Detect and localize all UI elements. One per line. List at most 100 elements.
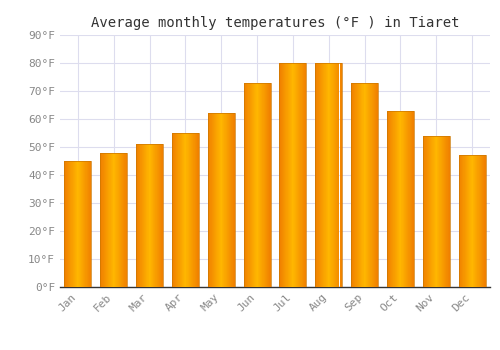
- Bar: [126, 153, 127, 287]
- Bar: [370, 83, 371, 287]
- Bar: [64, 161, 65, 287]
- Bar: [122, 153, 123, 287]
- Bar: [355, 83, 356, 287]
- Bar: [326, 63, 327, 287]
- Bar: [447, 136, 448, 287]
- Bar: [186, 133, 187, 287]
- Bar: [161, 144, 162, 287]
- Bar: [424, 136, 425, 287]
- Bar: [140, 144, 141, 287]
- Bar: [257, 83, 258, 287]
- Bar: [71, 161, 72, 287]
- Bar: [477, 155, 478, 287]
- Bar: [103, 153, 104, 287]
- Bar: [143, 144, 144, 287]
- Bar: [334, 63, 335, 287]
- Bar: [360, 83, 361, 287]
- Bar: [67, 161, 68, 287]
- Bar: [267, 83, 268, 287]
- Bar: [233, 113, 234, 287]
- Bar: [431, 136, 432, 287]
- Bar: [253, 83, 254, 287]
- Bar: [85, 161, 86, 287]
- Bar: [118, 153, 119, 287]
- Bar: [244, 83, 246, 287]
- Bar: [364, 83, 365, 287]
- Bar: [317, 63, 318, 287]
- Bar: [176, 133, 177, 287]
- Bar: [291, 63, 292, 287]
- Bar: [322, 63, 323, 287]
- Bar: [449, 136, 450, 287]
- Bar: [212, 113, 213, 287]
- Bar: [408, 111, 409, 287]
- Bar: [195, 133, 196, 287]
- Bar: [392, 111, 393, 287]
- Bar: [191, 133, 192, 287]
- Bar: [229, 113, 230, 287]
- Bar: [448, 136, 449, 287]
- Bar: [460, 155, 461, 287]
- Bar: [395, 111, 396, 287]
- Bar: [335, 63, 336, 287]
- Bar: [475, 155, 476, 287]
- Bar: [356, 83, 357, 287]
- Bar: [407, 111, 408, 287]
- Bar: [327, 63, 328, 287]
- Bar: [179, 133, 180, 287]
- Bar: [89, 161, 90, 287]
- Bar: [299, 63, 300, 287]
- Bar: [398, 111, 399, 287]
- Bar: [150, 144, 151, 287]
- Bar: [432, 136, 433, 287]
- Bar: [246, 83, 247, 287]
- Bar: [353, 83, 354, 287]
- Bar: [107, 153, 108, 287]
- Bar: [256, 83, 257, 287]
- Bar: [114, 153, 115, 287]
- Bar: [282, 63, 283, 287]
- Bar: [296, 63, 297, 287]
- Bar: [219, 113, 220, 287]
- Bar: [228, 113, 229, 287]
- Bar: [269, 83, 270, 287]
- Bar: [316, 63, 342, 287]
- Bar: [124, 153, 125, 287]
- Bar: [413, 111, 414, 287]
- Bar: [425, 136, 426, 287]
- Bar: [445, 136, 446, 287]
- Bar: [459, 155, 460, 287]
- Bar: [358, 83, 359, 287]
- Bar: [463, 155, 464, 287]
- Bar: [260, 83, 261, 287]
- Bar: [443, 136, 444, 287]
- Bar: [434, 136, 435, 287]
- Bar: [123, 153, 124, 287]
- Bar: [482, 155, 483, 287]
- Bar: [301, 63, 302, 287]
- Bar: [302, 63, 303, 287]
- Bar: [104, 153, 105, 287]
- Bar: [399, 111, 400, 287]
- Bar: [325, 63, 326, 287]
- Bar: [439, 136, 440, 287]
- Bar: [197, 133, 198, 287]
- Bar: [283, 63, 284, 287]
- Bar: [438, 136, 439, 287]
- Title: Average monthly temperatures (°F ) in Tiaret: Average monthly temperatures (°F ) in Ti…: [91, 16, 459, 30]
- Bar: [160, 144, 161, 287]
- Bar: [185, 133, 186, 287]
- Bar: [157, 144, 158, 287]
- Bar: [400, 111, 401, 287]
- Bar: [70, 161, 71, 287]
- Bar: [376, 83, 377, 287]
- Bar: [337, 63, 338, 287]
- Bar: [286, 63, 287, 287]
- Bar: [357, 83, 358, 287]
- Bar: [484, 155, 485, 287]
- Bar: [440, 136, 441, 287]
- Bar: [403, 111, 404, 287]
- Bar: [351, 83, 378, 287]
- Bar: [406, 111, 407, 287]
- Bar: [465, 155, 466, 287]
